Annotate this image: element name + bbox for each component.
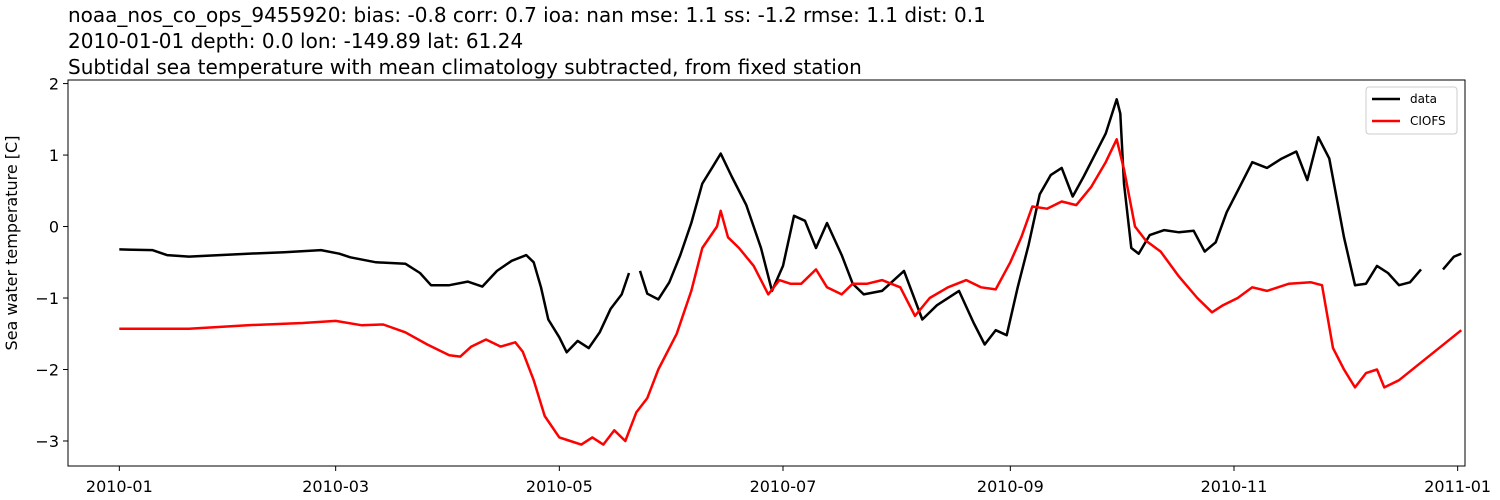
y-tick-label: −3	[35, 432, 59, 451]
x-tick-label: 2010-07	[750, 477, 817, 496]
legend: data CIOFS	[1365, 86, 1458, 135]
chart-title-line-1: noaa_nos_co_ops_9455920: bias: -0.8 corr…	[68, 3, 986, 27]
plot-frame	[67, 79, 1466, 467]
x-tick-label: 2010-11	[1201, 477, 1268, 496]
x-tick-label: 2010-05	[526, 477, 593, 496]
legend-label-data: data	[1410, 92, 1437, 106]
legend-label-ciofs: CIOFS	[1410, 114, 1446, 128]
x-tick-label: 2010-03	[302, 477, 369, 496]
series-line-data-segment-3	[1442, 252, 1462, 271]
x-tick-label: 2011-01	[1424, 477, 1491, 496]
y-tick-label: 1	[49, 146, 59, 165]
series-line-data-segment-2	[638, 98, 1422, 346]
series-line-ciofs-segment-1	[119, 138, 1463, 446]
y-tick-label: 2	[49, 75, 59, 94]
series-layer	[119, 98, 1463, 446]
chart-title-line-2: 2010-01-01 depth: 0.0 lon: -149.89 lat: …	[68, 29, 523, 53]
chart-title-line-3: Subtidal sea temperature with mean clima…	[68, 55, 862, 79]
series-line-data-segment-1	[119, 248, 631, 354]
y-tick-label: 0	[49, 218, 59, 237]
x-tick-label: 2010-01	[86, 477, 153, 496]
x-tick-label: 2010-09	[977, 477, 1044, 496]
y-tick-label: −1	[35, 289, 59, 308]
y-axis-label: Sea water temperature [C]	[2, 136, 21, 351]
axes-layer: 2010-01 2010-03 2010-05 2010-07 2010-09 2010-…	[35, 75, 1491, 496]
y-tick-label: −2	[35, 361, 59, 380]
